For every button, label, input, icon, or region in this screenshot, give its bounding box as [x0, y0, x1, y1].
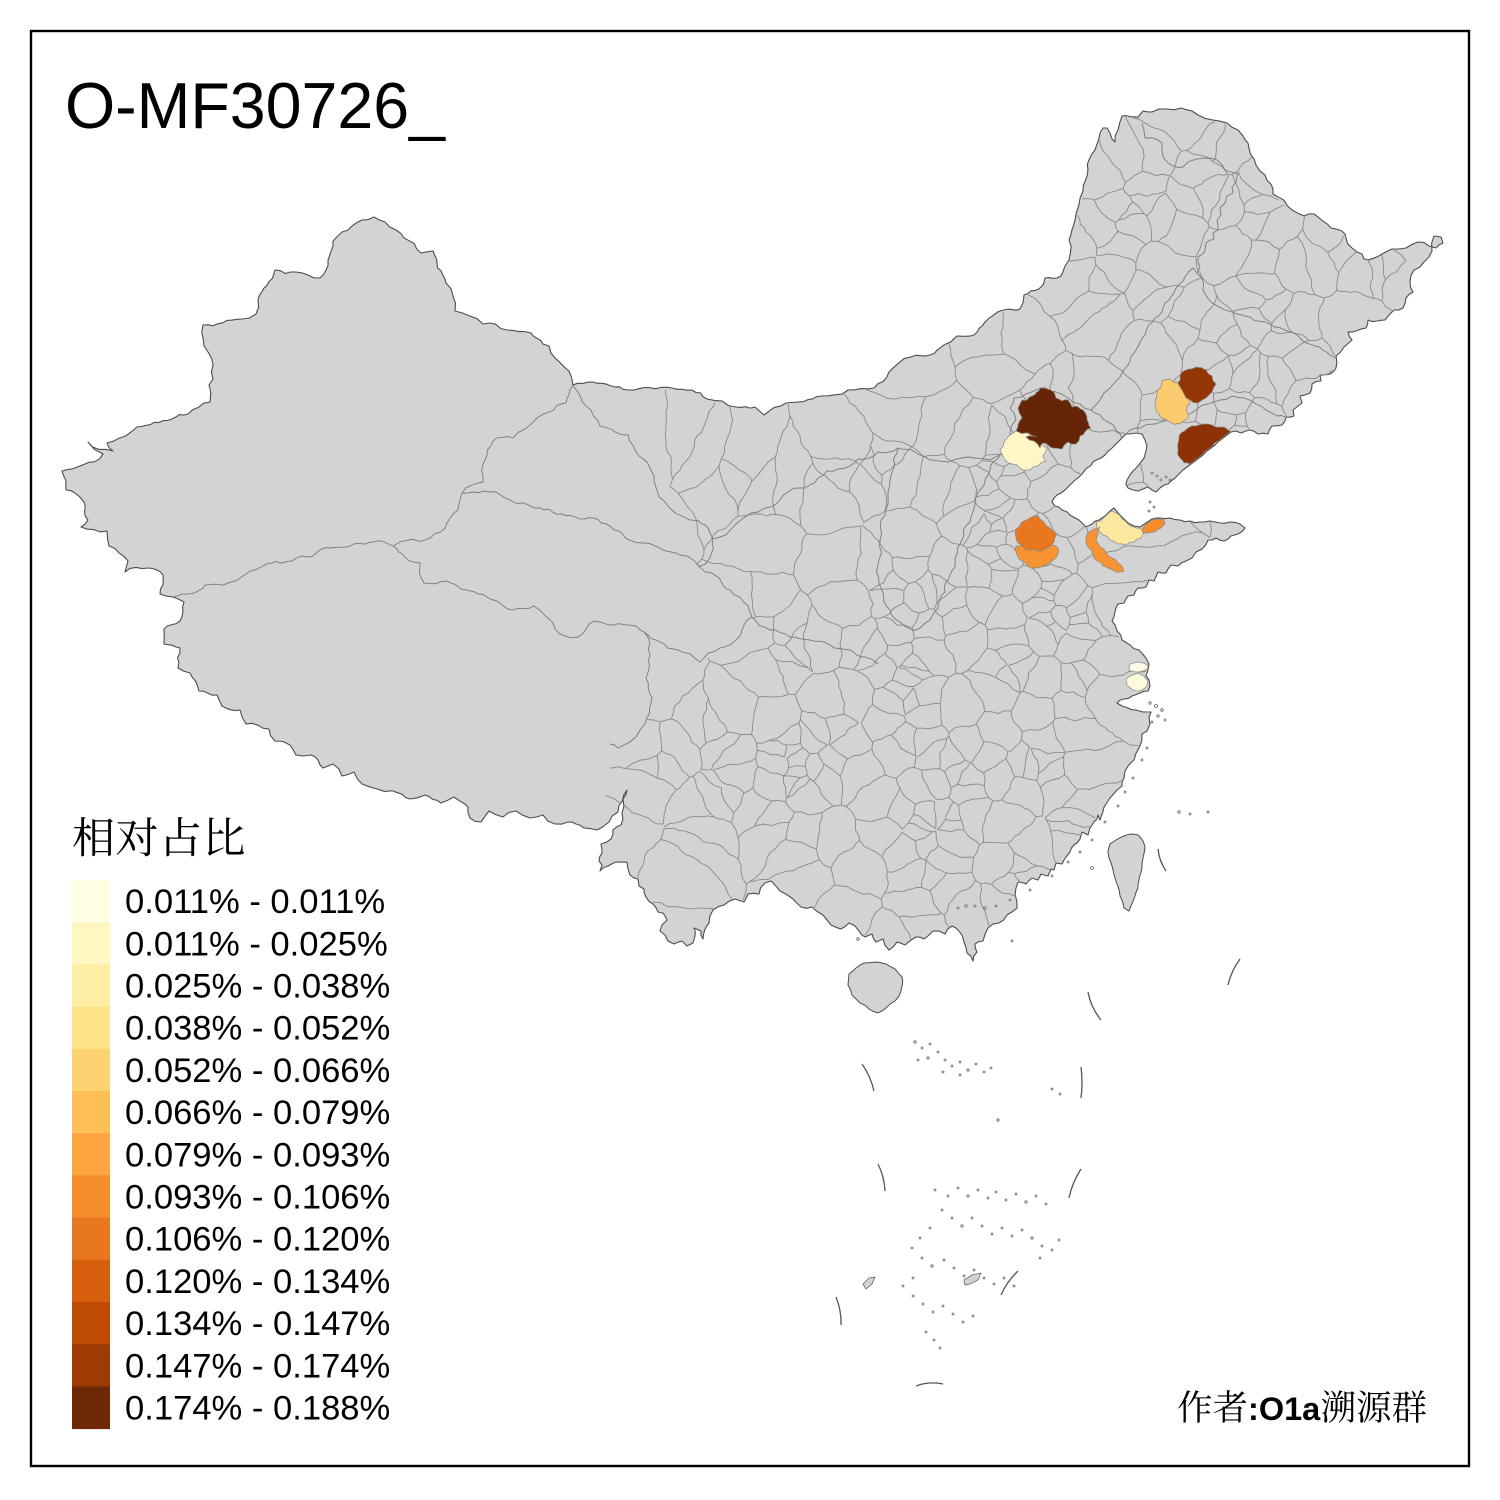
svg-text::O1a: :O1a: [1248, 1391, 1321, 1427]
svg-text:0.147% - 0.174%: 0.147% - 0.174%: [125, 1347, 390, 1385]
svg-text:0.011% - 0.011%: 0.011% - 0.011%: [125, 883, 385, 921]
svg-text:0.106% - 0.120%: 0.106% - 0.120%: [125, 1221, 390, 1259]
svg-text:0.134% - 0.147%: 0.134% - 0.147%: [125, 1305, 390, 1343]
svg-text:0.174% - 0.188%: 0.174% - 0.188%: [125, 1390, 390, 1428]
svg-text:0.025% - 0.038%: 0.025% - 0.038%: [125, 968, 390, 1006]
svg-text:0.052% - 0.066%: 0.052% - 0.066%: [125, 1052, 390, 1090]
svg-text:0.079% - 0.093%: 0.079% - 0.093%: [125, 1136, 390, 1174]
svg-text:0.038% - 0.052%: 0.038% - 0.052%: [125, 1010, 390, 1048]
svg-text:O-MF30726_: O-MF30726_: [65, 70, 446, 142]
svg-text:0.120% - 0.134%: 0.120% - 0.134%: [125, 1263, 390, 1301]
svg-text:0.011% - 0.025%: 0.011% - 0.025%: [125, 925, 388, 963]
svg-text:0.066% - 0.079%: 0.066% - 0.079%: [125, 1094, 390, 1132]
svg-text:0.093% - 0.106%: 0.093% - 0.106%: [125, 1179, 390, 1217]
